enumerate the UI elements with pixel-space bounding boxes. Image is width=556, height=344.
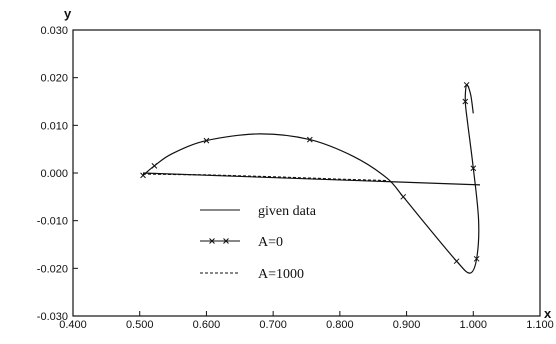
series-marker <box>470 165 477 172</box>
x-tick-label: 0.700 <box>259 319 287 331</box>
y-tick-label: 0.030 <box>40 25 68 37</box>
series-marker <box>463 81 470 88</box>
x-tick-label: 0.400 <box>59 319 87 331</box>
x-tick-label: 0.500 <box>126 319 154 331</box>
legend: given data A=0 A=1000 <box>200 204 317 282</box>
legend-label-0: given data <box>258 204 317 219</box>
series-marker <box>400 193 407 200</box>
x-tick-label: 0.900 <box>393 319 421 331</box>
x-tick-label: 0.600 <box>193 319 221 331</box>
y-tick-label: -0.030 <box>37 311 68 323</box>
y-tick-label: 0.000 <box>40 168 68 180</box>
y-tick-label: -0.010 <box>37 216 68 228</box>
legend-label-2: A=1000 <box>258 267 304 282</box>
series-marker <box>462 98 469 105</box>
y-tick-label: 0.020 <box>40 73 68 85</box>
x-tick-label: 0.800 <box>326 319 354 331</box>
x-axis-label: x <box>544 306 552 321</box>
x-axis-ticks: 0.400 0.500 0.600 0.700 0.800 0.900 1.000 1.100 <box>59 311 554 331</box>
legend-marker <box>209 238 215 244</box>
series-layer <box>140 81 481 274</box>
series-marker <box>203 137 210 144</box>
series-line-1 <box>142 84 480 274</box>
series-marker <box>306 136 313 143</box>
legend-label-1: A=0 <box>258 235 283 250</box>
series-marker <box>151 162 158 169</box>
series-marker <box>453 258 460 265</box>
y-tick-label: 0.010 <box>40 120 68 132</box>
x-tick-label: 1.100 <box>526 319 554 331</box>
series-line-2 <box>142 173 387 182</box>
y-tick-label: -0.020 <box>37 263 68 275</box>
y-axis-ticks: -0.030 -0.020 -0.010 0.000 0.010 0.020 0.030 <box>37 25 78 323</box>
x-tick-label: 1.000 <box>460 319 488 331</box>
series-marker <box>473 255 480 262</box>
legend-marker <box>223 238 229 244</box>
y-axis-label: y <box>64 6 72 21</box>
